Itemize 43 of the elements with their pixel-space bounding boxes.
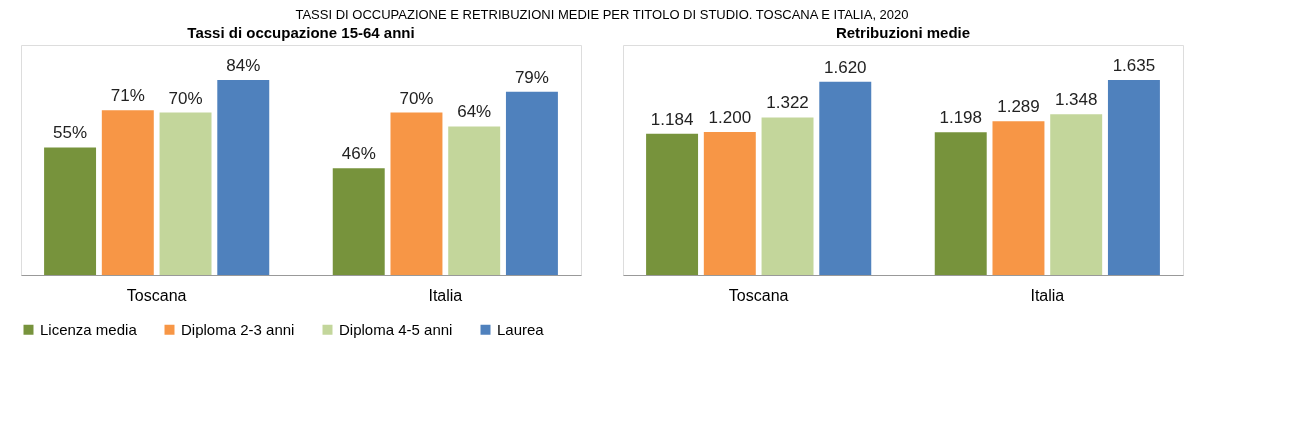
bar xyxy=(217,80,270,275)
bar xyxy=(992,121,1045,275)
text: TASSI DI OCCUPAZIONE E RETRIBUZIONI MEDIE PER TITOLO DI STUDIO. TOSCANA E ITALIA, 2020 xyxy=(295,6,909,22)
data-label: 1.635 xyxy=(1112,56,1156,76)
data-label: 1.184 xyxy=(650,109,694,129)
data-label: 1.289 xyxy=(997,97,1040,117)
data-label: 79% xyxy=(514,67,549,87)
chart-title: Tassi di occupazione 15-64 anni xyxy=(187,24,415,41)
data-label: 1.198 xyxy=(939,108,983,128)
bar xyxy=(1107,80,1160,275)
bar xyxy=(1050,114,1103,275)
legend-label: Diploma 2-3 anni xyxy=(181,320,295,338)
data-label: 1.620 xyxy=(823,57,867,77)
data-label: 1.348 xyxy=(1054,90,1098,110)
x-tick-label: Italia xyxy=(1030,286,1065,304)
data-label: 1.200 xyxy=(708,107,752,127)
bar xyxy=(505,91,558,275)
x-tick-label: Italia xyxy=(428,286,463,304)
bar xyxy=(101,110,154,275)
data-label: 71% xyxy=(110,86,145,106)
data-label: 64% xyxy=(457,102,492,122)
bar xyxy=(159,112,212,275)
bar xyxy=(448,126,501,275)
bar xyxy=(934,132,987,275)
data-label: 70% xyxy=(399,88,434,108)
data-label: 55% xyxy=(53,123,88,143)
bar xyxy=(703,131,756,275)
data-label: 70% xyxy=(168,88,203,108)
x-tick-label: Toscana xyxy=(728,286,789,304)
bar xyxy=(390,112,443,275)
data-label: 46% xyxy=(341,144,376,164)
data-label: 84% xyxy=(226,56,261,76)
bar xyxy=(44,147,97,275)
bar xyxy=(646,133,699,275)
legend-label: Laurea xyxy=(497,320,545,338)
data-label: 1.322 xyxy=(766,93,809,113)
bar xyxy=(819,81,872,275)
chart-title: Retribuzioni medie xyxy=(835,24,971,41)
bar xyxy=(332,168,385,275)
x-tick-label: Toscana xyxy=(126,286,187,304)
bar xyxy=(761,117,814,275)
legend-label: Licenza media xyxy=(40,320,138,338)
legend-label: Diploma 4-5 anni xyxy=(339,320,453,338)
